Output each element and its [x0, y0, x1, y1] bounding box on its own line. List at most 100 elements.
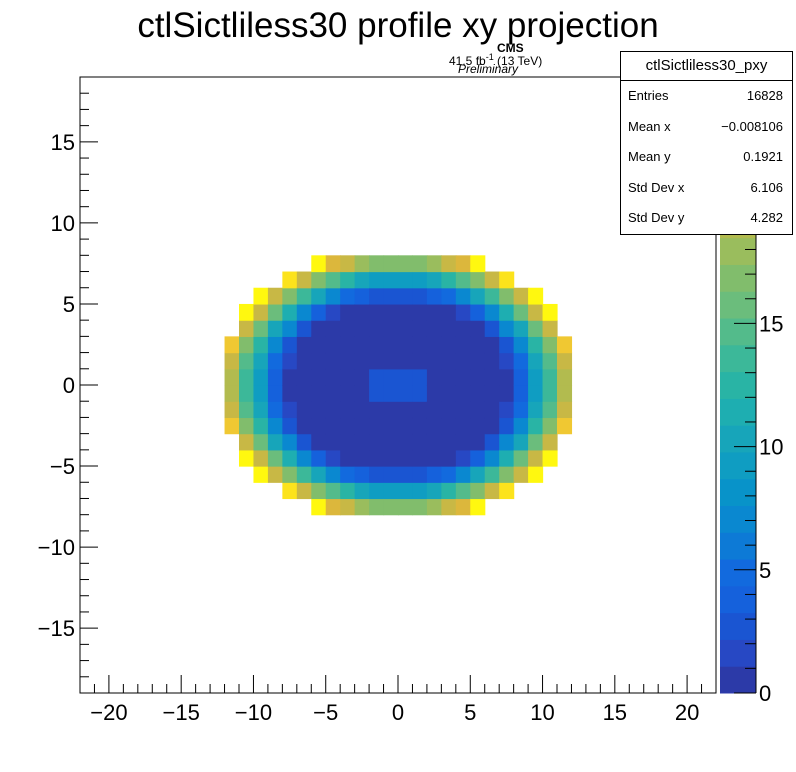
heatmap-cell: [354, 320, 370, 337]
heatmap-cell: [426, 287, 442, 305]
heatmap-cell: [325, 320, 341, 337]
heatmap-cell: [455, 466, 471, 483]
heatmap-cell: [383, 417, 399, 435]
y-tick-label: −15: [38, 616, 75, 641]
heatmap-cell: [383, 401, 399, 419]
heatmap-cell: [296, 385, 312, 402]
heatmap-cell: [557, 417, 573, 435]
heatmap-cell: [455, 303, 471, 321]
palette-swatch: [720, 425, 756, 453]
heatmap-cell: [354, 482, 370, 500]
heatmap-cell: [253, 352, 269, 370]
heatmap-cell: [311, 271, 327, 289]
heatmap-cell: [398, 320, 414, 337]
heatmap-cell: [513, 320, 529, 337]
heatmap-cell: [513, 336, 529, 354]
heatmap-cell: [441, 352, 457, 370]
heatmap-cell: [513, 385, 529, 402]
heatmap-cell: [499, 352, 515, 370]
lumi-label: 41.5 fb-1 (13 TeV): [449, 52, 542, 68]
palette-swatch: [720, 612, 756, 640]
heatmap-cell: [340, 368, 356, 386]
heatmap-cell: [557, 401, 573, 419]
heatmap-cell: [340, 287, 356, 305]
heatmap-cell: [470, 401, 486, 419]
heatmap-cell: [528, 336, 544, 354]
heatmap-cell: [455, 287, 471, 305]
palette-swatch: [720, 398, 756, 426]
heatmap-cell: [340, 401, 356, 419]
heatmap-cell: [398, 271, 414, 289]
energy-label: (13 TeV): [493, 54, 543, 68]
heatmap-cell: [455, 417, 471, 435]
heatmap-cell: [528, 352, 544, 370]
heatmap-cell: [398, 401, 414, 419]
heatmap-cell: [542, 336, 558, 354]
heatmap-cell: [441, 368, 457, 386]
heatmap-cell: [470, 368, 486, 386]
heatmap-cell: [426, 466, 442, 483]
heatmap-cell: [354, 401, 370, 419]
heatmap-cell: [267, 320, 283, 337]
heatmap-cell: [354, 287, 370, 305]
heatmap-cell: [325, 433, 341, 451]
y-tick-label: 15: [51, 130, 75, 155]
heatmap-cell: [296, 417, 312, 435]
heatmap-cell: [267, 433, 283, 451]
palette-swatch: [720, 264, 756, 292]
stats-row-value: 6.106: [750, 179, 783, 195]
heatmap-cell: [412, 466, 428, 483]
heatmap-cell: [311, 303, 327, 321]
heatmap-cell: [455, 433, 471, 451]
heatmap-cell: [253, 336, 269, 354]
heatmap-cell: [398, 498, 414, 516]
stats-row-label: Std Dev x: [628, 179, 685, 195]
heatmap-cell: [369, 466, 385, 483]
heatmap-cell: [398, 449, 414, 467]
heatmap-cell: [282, 271, 298, 289]
heatmap-cell: [340, 271, 356, 289]
palette-swatch: [720, 318, 756, 346]
stats-row: Std Dev y 4.282: [621, 203, 792, 234]
heatmap-cell: [383, 320, 399, 337]
heatmap-cell: [340, 352, 356, 370]
heatmap-cell: [383, 255, 399, 273]
heatmap-cell: [557, 385, 573, 402]
heatmap-cell: [426, 417, 442, 435]
heatmap-cell: [253, 466, 269, 483]
heatmap-cell: [557, 336, 573, 354]
palette-swatch: [720, 371, 756, 399]
heatmap-cell: [484, 352, 500, 370]
heatmap-cell: [542, 368, 558, 386]
heatmap-cell: [398, 433, 414, 451]
heatmap-cell: [426, 336, 442, 354]
heatmap-cell: [340, 385, 356, 402]
heatmap-cell: [267, 417, 283, 435]
heatmap-cell: [441, 417, 457, 435]
heatmap-cell: [455, 401, 471, 419]
heatmap-cell: [499, 466, 515, 483]
heatmap-cell: [325, 498, 341, 516]
heatmap-cell: [455, 498, 471, 516]
heatmap-cell: [441, 401, 457, 419]
heatmap-cell: [412, 303, 428, 321]
heatmap-cell: [557, 368, 573, 386]
heatmap-cell: [311, 368, 327, 386]
heatmap-cell: [398, 336, 414, 354]
stats-row-value: 16828: [746, 88, 783, 103]
heatmap-cell: [282, 287, 298, 305]
heatmap-cell: [311, 287, 327, 305]
heatmap-cell: [340, 466, 356, 483]
x-tick-label: 15: [603, 700, 627, 725]
heatmap-cell: [369, 482, 385, 500]
heatmap-cell: [325, 303, 341, 321]
heatmap-cell: [369, 320, 385, 337]
heatmap-cell: [311, 401, 327, 419]
palette-swatch: [720, 451, 756, 480]
heatmap-cell: [296, 368, 312, 386]
heatmap-cell: [239, 303, 255, 321]
heatmap-cell: [340, 433, 356, 451]
heatmap-cell: [470, 385, 486, 402]
heatmap-cell: [253, 449, 269, 467]
